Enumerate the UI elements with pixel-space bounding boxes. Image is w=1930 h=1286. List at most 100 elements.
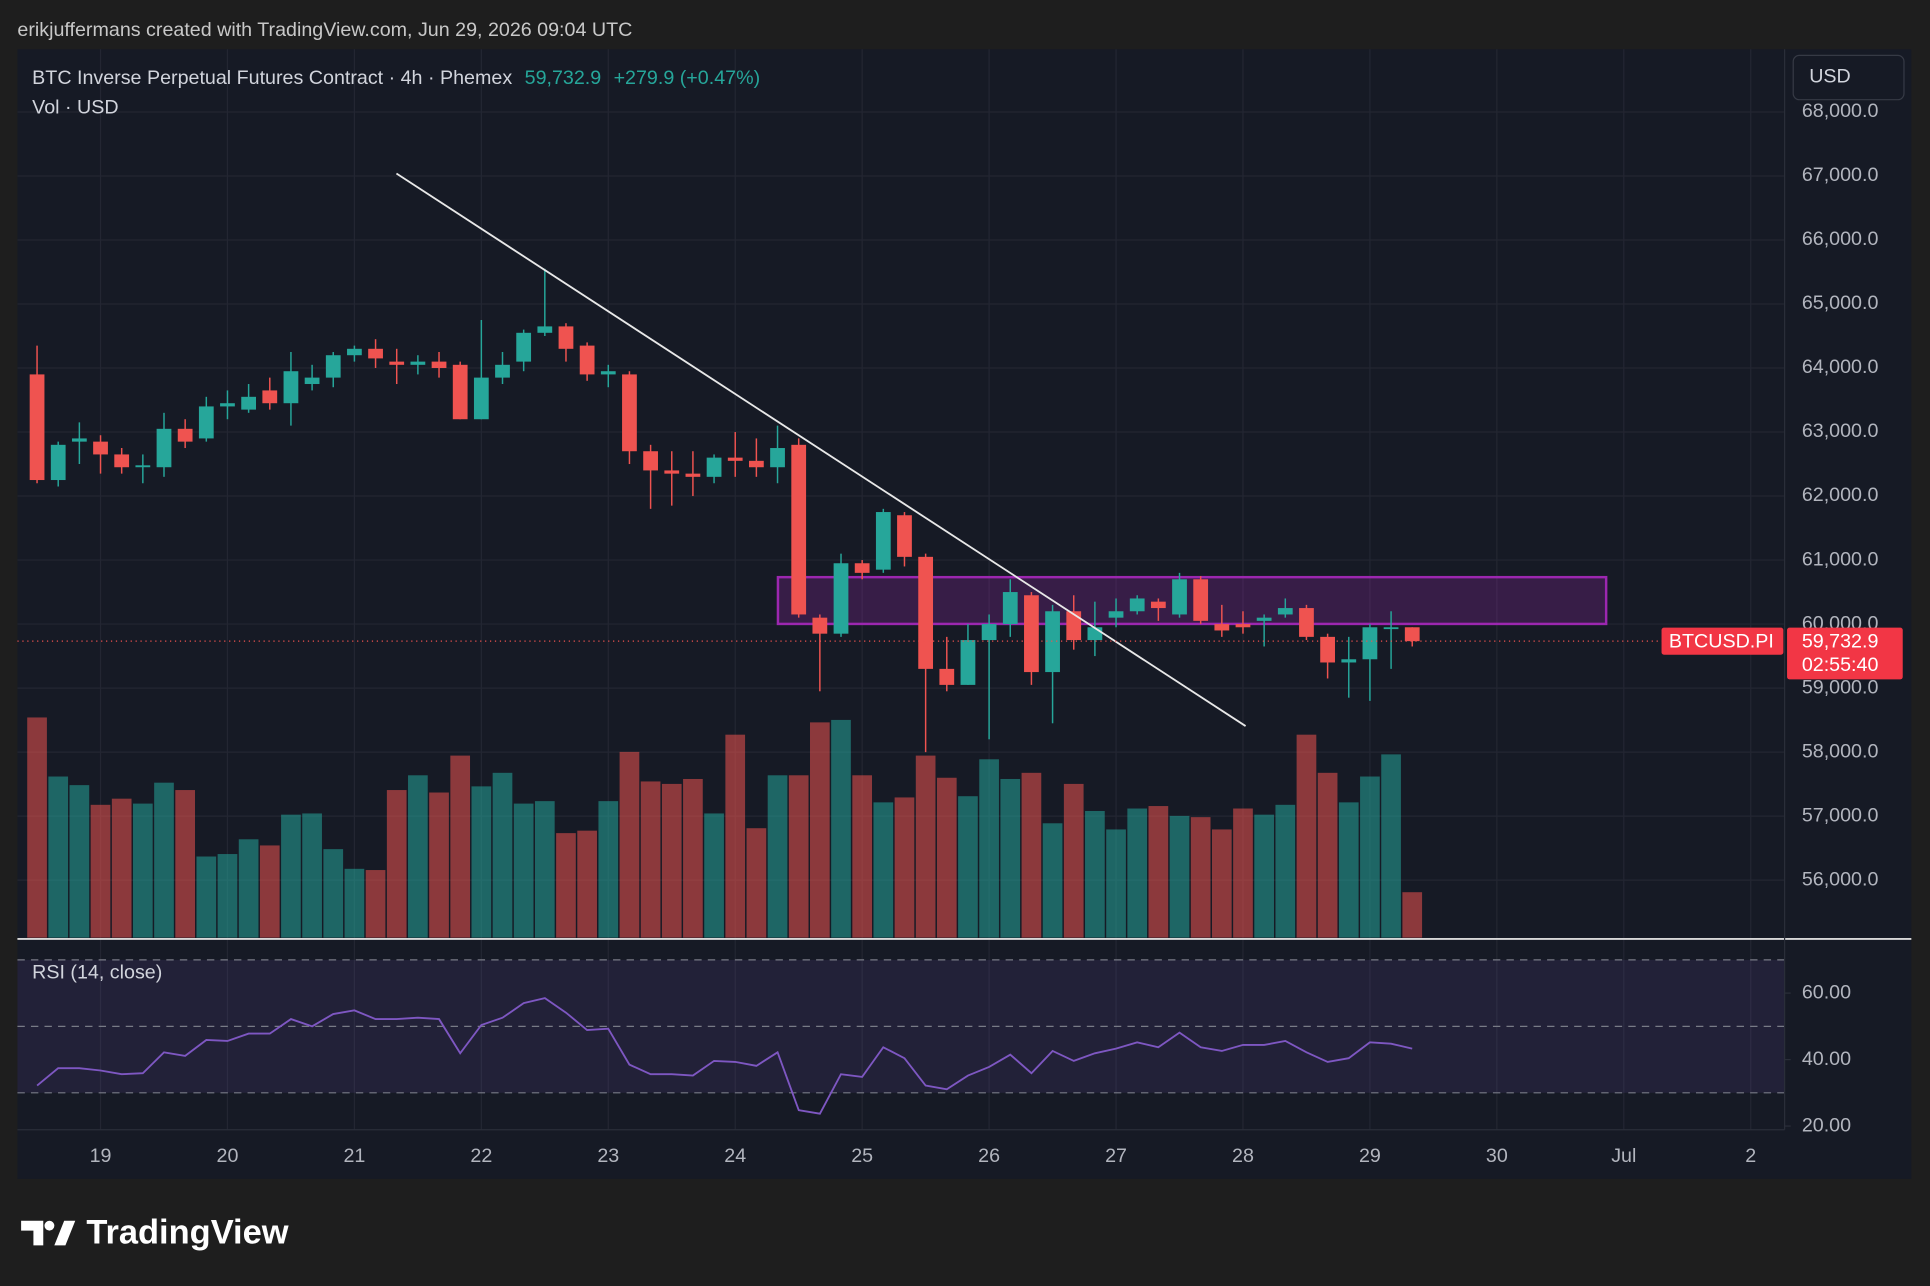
volume-bar xyxy=(894,797,915,938)
volume-bar xyxy=(27,717,47,938)
y-tick-label: 58,000.0 xyxy=(1802,740,1879,762)
x-tick-label: 28 xyxy=(1232,1145,1254,1167)
volume-bar xyxy=(217,854,238,938)
candle-body xyxy=(495,364,510,378)
price-tag-box xyxy=(1787,627,1903,680)
volume-bar xyxy=(450,755,471,938)
volume-bar xyxy=(111,798,132,938)
chart-area xyxy=(17,49,1912,1179)
volume-bar xyxy=(344,868,365,938)
candle-body xyxy=(1002,592,1018,625)
x-tick-label: 24 xyxy=(724,1145,746,1167)
x-tick-label: 27 xyxy=(1105,1145,1127,1167)
candle-body xyxy=(50,444,66,481)
candle-body xyxy=(283,371,299,404)
currency-button[interactable] xyxy=(1792,54,1905,101)
x-tick-label: 21 xyxy=(343,1145,365,1167)
candle-body xyxy=(452,364,468,420)
candle-body xyxy=(241,396,257,410)
volume-bar xyxy=(958,796,978,938)
logo-icon-dot xyxy=(44,1220,55,1231)
rsi-tick-label: 40.00 xyxy=(1802,1048,1851,1070)
candle-body xyxy=(960,640,976,685)
candle-body xyxy=(1362,627,1378,660)
candle-body xyxy=(29,374,45,481)
candle-body xyxy=(1404,627,1420,642)
volume-bar xyxy=(154,782,174,938)
candle-body xyxy=(1277,608,1293,615)
y-tick-label: 59,000.0 xyxy=(1802,676,1879,698)
candle-body xyxy=(198,406,214,439)
volume-bar xyxy=(281,814,301,938)
rsi-tick-label: 60.00 xyxy=(1802,981,1851,1003)
currency-label[interactable]: USD xyxy=(1809,66,1851,88)
candle-body xyxy=(791,444,807,615)
volume-bar xyxy=(746,828,767,938)
volume-bar xyxy=(513,803,534,938)
candle-body xyxy=(622,374,637,452)
volume-bar xyxy=(704,813,724,938)
rsi-legend: RSI (14, close) xyxy=(32,962,162,984)
x-tick-label: 30 xyxy=(1486,1145,1508,1167)
candle-body xyxy=(1066,611,1082,641)
volume-bar xyxy=(1338,802,1359,938)
candle-body xyxy=(685,473,701,477)
volume-bar xyxy=(323,849,344,938)
candles xyxy=(29,268,1420,753)
x-tick-label: 25 xyxy=(851,1145,873,1167)
symbol-title: BTC Inverse Perpetual Futures Contract ·… xyxy=(32,67,512,89)
volume-bar xyxy=(471,786,492,938)
volume-bar xyxy=(386,790,407,938)
volume-bar xyxy=(259,845,280,938)
volume-bar xyxy=(556,833,576,938)
volume-bar xyxy=(302,813,322,938)
x-tick-label: 20 xyxy=(217,1145,239,1167)
volume-bar xyxy=(1275,804,1296,938)
rsi-tick-label: 20.00 xyxy=(1802,1114,1851,1136)
x-tick-label: 22 xyxy=(470,1145,492,1167)
volume-legend: Vol · USD xyxy=(32,96,118,118)
volume-bar xyxy=(1127,808,1148,938)
price-tag: 59,732.9 xyxy=(1802,631,1879,653)
candle-body xyxy=(1108,611,1124,618)
candle-body xyxy=(1024,595,1039,673)
x-tick-label: 26 xyxy=(978,1145,1000,1167)
candle-body xyxy=(579,345,595,375)
volume-bar xyxy=(408,775,428,938)
volume-bar xyxy=(725,734,746,938)
volume-bar xyxy=(767,775,788,938)
volume-bar xyxy=(429,792,449,938)
volume-bar xyxy=(1317,772,1338,938)
volume-bar xyxy=(915,755,936,938)
candle-body xyxy=(918,556,934,669)
candle-body xyxy=(600,371,616,375)
candle-body xyxy=(875,512,891,570)
volume-bar xyxy=(365,870,386,938)
candle-body xyxy=(325,355,341,378)
range-zone xyxy=(776,575,1608,626)
volume-bar xyxy=(132,803,153,938)
y-tick-label: 57,000.0 xyxy=(1802,804,1879,826)
volume-bar xyxy=(1360,776,1380,938)
candle-body xyxy=(220,403,235,407)
volume-bar xyxy=(1021,772,1042,938)
countdown: 02:55:40 xyxy=(1802,654,1879,676)
volume-bar xyxy=(788,775,809,938)
volume-bar xyxy=(1254,814,1274,938)
candle-body xyxy=(431,361,447,369)
volume-bar xyxy=(1190,817,1211,938)
candle-body xyxy=(1214,624,1230,631)
volume-bar xyxy=(598,801,619,938)
volume-bar xyxy=(90,804,111,938)
candle-body xyxy=(114,454,130,468)
y-tick-label: 67,000.0 xyxy=(1802,164,1879,186)
symbol-tag: BTCUSD.PI xyxy=(1669,631,1774,653)
last-price: 59,732.9 xyxy=(525,67,602,89)
candle-body xyxy=(135,465,151,468)
candle-body xyxy=(177,428,193,442)
volume-bar xyxy=(640,781,661,938)
volume-bar xyxy=(48,776,69,938)
volume-bar xyxy=(534,801,555,938)
candle-body xyxy=(770,448,785,468)
